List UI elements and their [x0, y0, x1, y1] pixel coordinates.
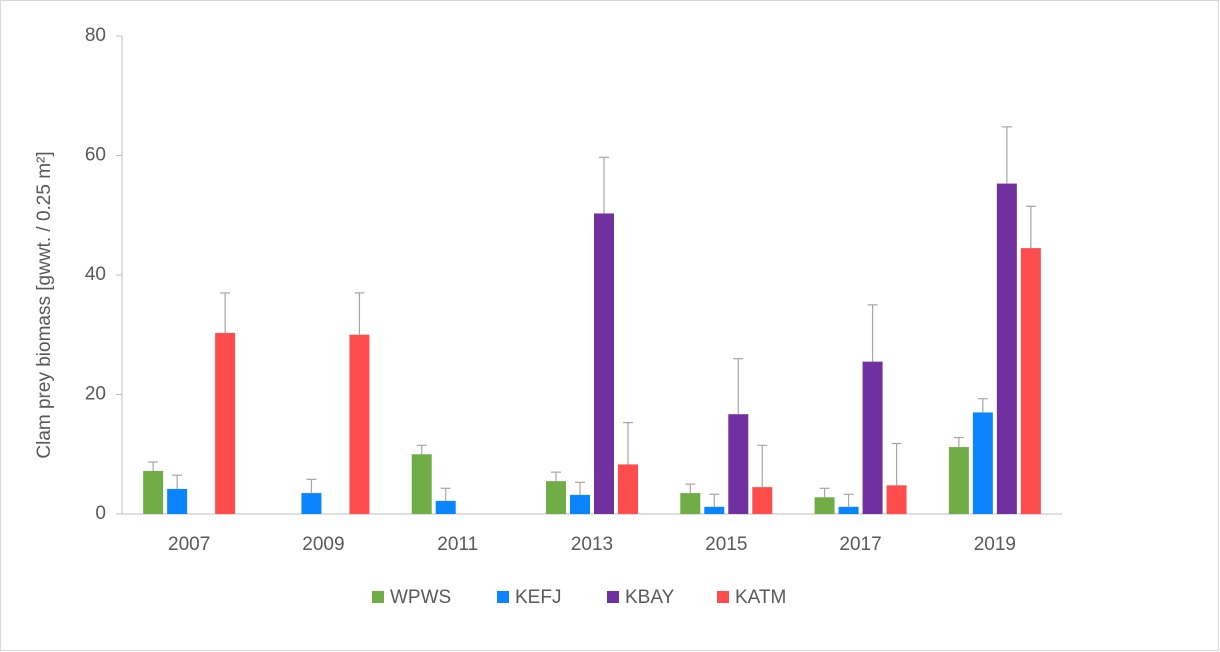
x-tick-label: 2017	[839, 534, 881, 555]
bar	[167, 488, 188, 514]
y-tick-label: 0	[95, 503, 106, 524]
error-bar	[709, 493, 720, 507]
bar	[570, 494, 590, 514]
bar	[411, 454, 432, 514]
y-tick-label: 80	[85, 25, 106, 46]
error-bar	[733, 358, 744, 415]
error-bar	[354, 292, 365, 335]
error-bar	[843, 493, 854, 507]
x-tick-label: 2019	[974, 534, 1016, 555]
legend-label: KBAY	[625, 587, 675, 608]
error-bar	[416, 444, 427, 455]
error-bar	[1025, 205, 1036, 249]
bar	[215, 332, 236, 514]
error-bar	[148, 461, 159, 471]
error-bar	[623, 421, 633, 465]
bar	[728, 414, 749, 514]
bar	[618, 464, 638, 514]
bar	[814, 497, 835, 514]
bar	[435, 500, 456, 514]
legend-swatch	[607, 591, 619, 603]
y-tick-label: 60	[85, 145, 106, 166]
bar	[301, 493, 322, 514]
error-bar	[220, 292, 231, 333]
y-axis-label: Clam prey biomass [gwwt. / 0.25 m²]	[34, 151, 55, 458]
legend-swatch	[497, 591, 509, 603]
bar	[996, 183, 1017, 514]
error-bar	[440, 487, 451, 501]
error-bar	[685, 483, 696, 494]
error-bar	[551, 471, 561, 482]
y-tick-label: 40	[85, 264, 106, 285]
error-bar	[599, 156, 609, 214]
error-bar	[757, 444, 768, 488]
bar	[704, 506, 725, 514]
error-bar	[953, 436, 964, 448]
bar	[1020, 248, 1041, 515]
x-tick-label: 2015	[705, 534, 747, 555]
bar	[143, 470, 164, 514]
legend-swatch	[372, 591, 384, 603]
bar	[838, 506, 859, 514]
error-bar	[819, 487, 830, 498]
legend-label: WPWS	[390, 587, 451, 608]
x-tick-label: 2009	[302, 534, 344, 555]
bar	[886, 485, 907, 514]
bar	[594, 213, 614, 514]
error-bar	[1001, 126, 1012, 184]
bar	[680, 493, 701, 514]
x-tick-label: 2007	[168, 534, 210, 555]
legend-label: KEFJ	[515, 587, 561, 608]
bar	[546, 481, 566, 514]
x-tick-label: 2013	[571, 534, 613, 555]
error-bar	[977, 398, 988, 413]
error-bar	[306, 478, 317, 494]
bar	[752, 487, 773, 514]
bar	[972, 412, 993, 514]
error-bar	[867, 304, 878, 362]
error-bar	[172, 474, 183, 489]
error-bar	[575, 481, 585, 495]
legend-swatch	[717, 591, 729, 603]
bar	[862, 361, 883, 514]
bar	[948, 447, 969, 514]
y-tick-label: 20	[85, 384, 106, 405]
error-bar	[891, 442, 902, 486]
bar	[349, 334, 370, 514]
legend-label: KATM	[735, 587, 786, 608]
x-tick-label: 2011	[437, 534, 478, 555]
